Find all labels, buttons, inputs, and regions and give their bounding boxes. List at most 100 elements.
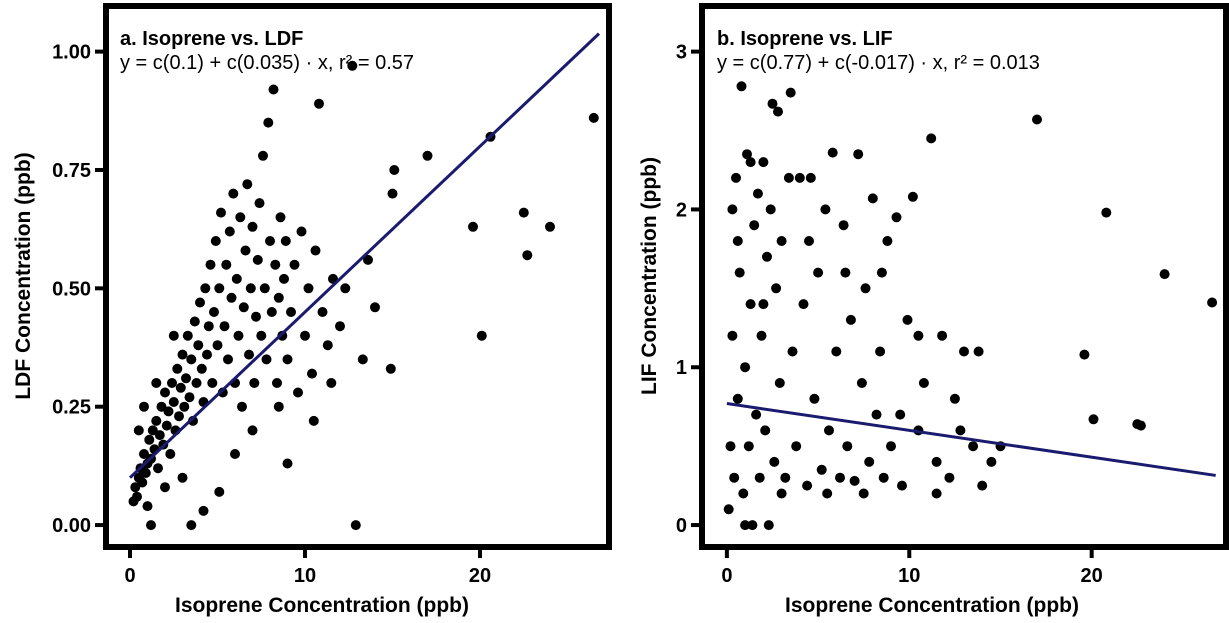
- data-point: [160, 482, 170, 493]
- data-point: [774, 378, 785, 388]
- data-point: [347, 60, 358, 71]
- data-point: [813, 267, 824, 278]
- y-axis-title-a: LDF Concentration (ppb): [12, 152, 35, 399]
- data-point: [163, 406, 174, 417]
- data-point: [172, 363, 183, 374]
- x-tick-label: 0: [124, 565, 135, 587]
- data-point: [153, 463, 163, 474]
- data-point: [154, 430, 165, 441]
- x-axis-title-b: Isoprene Concentration (ppb): [785, 594, 1079, 617]
- data-point: [263, 117, 274, 128]
- data-point: [831, 346, 842, 357]
- data-point: [200, 283, 211, 294]
- data-point: [256, 330, 267, 341]
- fit-line-b: [726, 402, 1216, 477]
- data-point: [137, 477, 148, 488]
- data-point: [242, 179, 253, 190]
- y-ticks-b: 0 1 2 3: [676, 42, 702, 537]
- data-point: [944, 472, 955, 483]
- data-point: [139, 401, 149, 412]
- data-point: [230, 449, 240, 459]
- data-point: [144, 434, 155, 445]
- data-point: [822, 488, 833, 499]
- data-point: [210, 236, 221, 246]
- data-point: [820, 204, 831, 215]
- data-point: [265, 236, 275, 246]
- data-point: [193, 340, 204, 351]
- data-point: [968, 441, 979, 452]
- data-point: [1159, 269, 1170, 280]
- data-point: [1079, 349, 1090, 360]
- data-point: [742, 149, 752, 160]
- data-point: [191, 378, 202, 388]
- data-point: [326, 378, 337, 388]
- data-point: [151, 415, 162, 426]
- data-point: [212, 340, 223, 351]
- data-point: [226, 292, 237, 303]
- data-point: [385, 363, 396, 374]
- data-point: [845, 314, 856, 325]
- data-point: [747, 520, 758, 531]
- data-point: [468, 221, 478, 232]
- data-point: [771, 283, 782, 294]
- data-point: [931, 456, 942, 467]
- points-layer-b: [723, 81, 1218, 531]
- data-point: [228, 188, 239, 199]
- data-point: [168, 330, 179, 341]
- data-point: [802, 480, 813, 491]
- data-point: [949, 393, 960, 404]
- data-point: [307, 368, 317, 379]
- data-point: [133, 425, 144, 436]
- data-point: [853, 149, 864, 160]
- data-point: [179, 401, 190, 412]
- data-point: [245, 283, 256, 294]
- data-point: [745, 299, 756, 310]
- data-point: [545, 221, 555, 232]
- data-point: [282, 458, 293, 469]
- data-point: [891, 212, 902, 223]
- data-point: [849, 475, 860, 486]
- data-point: [838, 220, 849, 231]
- data-point: [959, 346, 969, 357]
- data-point: [235, 212, 246, 223]
- data-point: [198, 505, 209, 516]
- data-point: [758, 299, 769, 310]
- data-point: [765, 204, 776, 215]
- data-point: [769, 456, 780, 467]
- data-point: [518, 207, 529, 218]
- y-tick-label: 0.75: [52, 160, 91, 182]
- data-point: [282, 354, 293, 365]
- data-point: [272, 378, 282, 388]
- data-point: [738, 488, 749, 499]
- data-point: [161, 420, 172, 431]
- data-point: [156, 401, 167, 412]
- data-point: [827, 147, 838, 158]
- y-tick-label: 1: [676, 357, 687, 379]
- data-point: [300, 330, 310, 341]
- y-tick-label: 0.25: [52, 397, 91, 419]
- data-point: [296, 226, 307, 237]
- data-point: [177, 349, 188, 360]
- data-point: [357, 354, 368, 365]
- y-tick-label: 0.00: [52, 515, 91, 537]
- data-point: [279, 273, 289, 284]
- data-point: [238, 302, 249, 313]
- data-point: [752, 188, 763, 199]
- data-point: [588, 112, 599, 123]
- data-point: [895, 409, 906, 420]
- data-point: [363, 254, 373, 265]
- data-point: [780, 472, 791, 483]
- data-point: [275, 212, 286, 223]
- data-point: [270, 259, 281, 270]
- data-point: [805, 172, 816, 183]
- data-point: [476, 330, 487, 341]
- data-point: [840, 267, 851, 278]
- data-point: [816, 464, 827, 475]
- data-point: [760, 425, 771, 436]
- data-point: [787, 346, 798, 357]
- data-point: [177, 472, 188, 483]
- data-point: [240, 245, 251, 256]
- data-point: [160, 387, 170, 398]
- data-point: [151, 378, 162, 388]
- data-point: [175, 382, 186, 393]
